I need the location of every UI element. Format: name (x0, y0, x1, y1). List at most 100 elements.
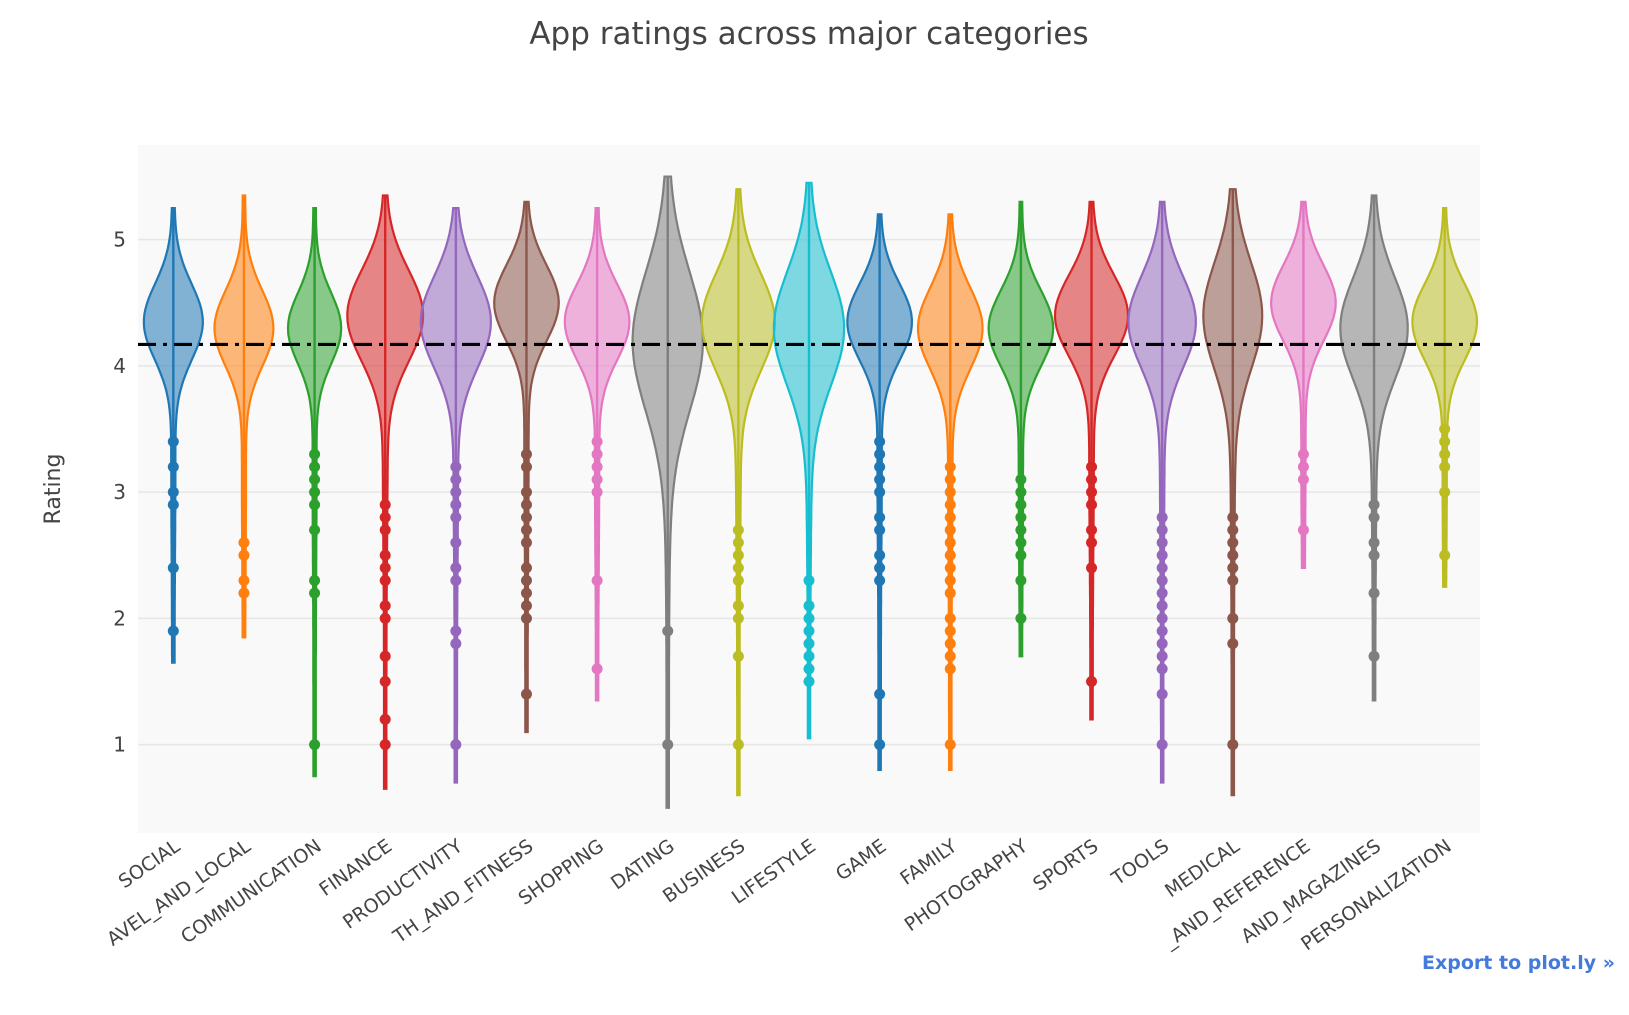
outlier-point (944, 511, 956, 523)
outlier-point (1297, 448, 1309, 460)
outlier-point (803, 600, 815, 612)
outlier-point (1015, 474, 1027, 486)
outlier-point (662, 739, 674, 751)
outlier-point (944, 461, 956, 473)
outlier-point (379, 713, 391, 725)
outlier-point (309, 461, 321, 473)
outlier-point (167, 486, 179, 498)
violin-books-and-reference[interactable] (1269, 200, 1337, 569)
violin-dating[interactable] (631, 175, 704, 809)
violin-travel-and-local[interactable] (213, 194, 275, 639)
outlier-point (1439, 549, 1451, 561)
outlier-point (167, 625, 179, 637)
outlier-point (1227, 549, 1239, 561)
outlier-point (803, 676, 815, 688)
outlier-point (167, 461, 179, 473)
outlier-point (944, 499, 956, 511)
violin-business[interactable] (700, 188, 777, 797)
outlier-point (732, 562, 744, 574)
outlier-point (1015, 612, 1027, 624)
outlier-point (1086, 474, 1098, 486)
violin-shopping[interactable] (563, 207, 631, 702)
outlier-point (591, 486, 603, 498)
outlier-point (1086, 486, 1098, 498)
outlier-point (238, 575, 250, 587)
outlier-point (732, 600, 744, 612)
outlier-point (1156, 549, 1168, 561)
outlier-point (1368, 549, 1380, 561)
outlier-point (591, 448, 603, 460)
outlier-point (379, 612, 391, 624)
outlier-point (591, 575, 603, 587)
outlier-point (591, 663, 603, 675)
outlier-point (1156, 663, 1168, 675)
outlier-point (874, 549, 886, 561)
outlier-point (450, 486, 462, 498)
violin-family[interactable] (916, 213, 984, 771)
outlier-point (309, 575, 321, 587)
outlier-point (591, 436, 603, 448)
x-tick-label: PRODUCTIVITY (339, 835, 467, 934)
outlier-point (1227, 638, 1239, 650)
outlier-point (803, 612, 815, 624)
outlier-point (1368, 587, 1380, 599)
outlier-point (944, 587, 956, 599)
violin-social[interactable] (142, 207, 204, 664)
violin-game[interactable] (846, 213, 914, 771)
violin-health-and-fitness[interactable] (493, 200, 560, 734)
outlier-point (732, 549, 744, 561)
outlier-point (379, 575, 391, 587)
outlier-point (1086, 461, 1098, 473)
outlier-point (520, 499, 532, 511)
outlier-point (803, 625, 815, 637)
outlier-point (379, 650, 391, 662)
outlier-point (520, 587, 532, 599)
outlier-point (167, 562, 179, 574)
violin-medical[interactable] (1202, 188, 1264, 797)
outlier-point (874, 511, 886, 523)
outlier-point (1156, 562, 1168, 574)
violin-tools[interactable] (1127, 200, 1197, 784)
outlier-point (874, 474, 886, 486)
outlier-point (520, 486, 532, 498)
outlier-point (1156, 688, 1168, 700)
x-tick-label: GAME (832, 835, 891, 885)
violin-lifestyle[interactable] (772, 181, 846, 740)
outlier-point (874, 575, 886, 587)
violin-personalization[interactable] (1411, 207, 1479, 588)
outlier-point (450, 474, 462, 486)
violin-photography[interactable] (987, 200, 1055, 658)
outlier-point (450, 511, 462, 523)
outlier-point (520, 612, 532, 624)
outlier-point (450, 575, 462, 587)
outlier-point (1227, 575, 1239, 587)
outlier-point (944, 537, 956, 549)
violin-news-and-magazines[interactable] (1339, 194, 1409, 702)
y-tick-label: 1 (113, 733, 126, 757)
export-to-plotly-link[interactable]: Export to plot.ly » (1422, 952, 1615, 974)
outlier-point (520, 562, 532, 574)
y-tick-label: 5 (113, 228, 126, 252)
violin-productivity[interactable] (419, 207, 493, 784)
outlier-point (1156, 524, 1168, 536)
outlier-point (1227, 739, 1239, 751)
outlier-point (1086, 524, 1098, 536)
outlier-point (520, 688, 532, 700)
outlier-point (874, 562, 886, 574)
outlier-point (309, 587, 321, 599)
violin-sports[interactable] (1053, 200, 1130, 721)
outlier-point (450, 537, 462, 549)
outlier-point (1439, 486, 1451, 498)
outlier-point (1227, 537, 1239, 549)
outlier-point (1015, 499, 1027, 511)
y-tick-label: 4 (113, 354, 126, 378)
outlier-point (1439, 448, 1451, 460)
outlier-point (874, 739, 886, 751)
violin-communication[interactable] (286, 207, 343, 778)
outlier-point (874, 461, 886, 473)
outlier-point (1086, 537, 1098, 549)
outlier-point (1368, 499, 1380, 511)
outlier-point (803, 575, 815, 587)
outlier-point (732, 524, 744, 536)
